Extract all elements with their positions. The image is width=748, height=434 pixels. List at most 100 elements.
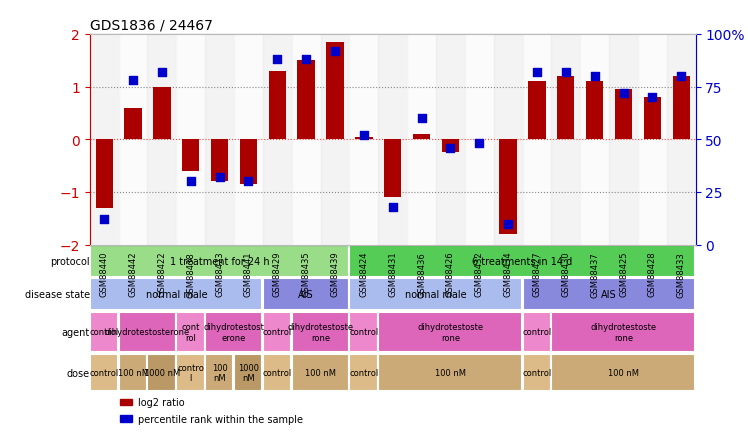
Text: 100
nM: 100 nM bbox=[212, 363, 227, 382]
Text: protocol: protocol bbox=[50, 256, 90, 266]
Bar bbox=[292, 35, 321, 245]
Text: control: control bbox=[349, 328, 378, 337]
Bar bbox=[153, 87, 171, 140]
Text: GDS1836 / 24467: GDS1836 / 24467 bbox=[90, 18, 212, 32]
FancyBboxPatch shape bbox=[263, 354, 291, 391]
Bar bbox=[90, 35, 119, 245]
Point bbox=[560, 69, 571, 76]
Text: control: control bbox=[90, 328, 119, 337]
Text: dose: dose bbox=[67, 368, 90, 378]
Point bbox=[502, 220, 514, 227]
Text: control: control bbox=[90, 368, 119, 377]
Bar bbox=[528, 82, 545, 140]
Bar bbox=[378, 35, 407, 245]
Text: percentile rank within the sample: percentile rank within the sample bbox=[138, 414, 303, 424]
Text: dihydrotestoste
rone: dihydrotestoste rone bbox=[417, 322, 483, 342]
Bar bbox=[234, 35, 263, 245]
Bar bbox=[147, 35, 177, 245]
Point bbox=[444, 145, 456, 152]
Bar bbox=[413, 135, 430, 140]
Bar bbox=[298, 61, 315, 140]
FancyBboxPatch shape bbox=[263, 279, 349, 310]
Point bbox=[98, 216, 110, 223]
FancyBboxPatch shape bbox=[349, 354, 378, 391]
Point bbox=[358, 132, 370, 139]
FancyBboxPatch shape bbox=[523, 279, 695, 310]
Text: 1000 nM: 1000 nM bbox=[144, 368, 180, 377]
Bar bbox=[96, 140, 113, 208]
Bar bbox=[263, 35, 292, 245]
FancyBboxPatch shape bbox=[90, 312, 118, 352]
Text: agent: agent bbox=[61, 327, 90, 337]
Bar bbox=[615, 90, 632, 140]
Bar bbox=[182, 140, 200, 171]
Bar bbox=[551, 35, 580, 245]
Text: contro
l: contro l bbox=[177, 363, 204, 382]
Bar bbox=[523, 35, 551, 245]
Text: 100 nM: 100 nM bbox=[608, 368, 639, 377]
Point bbox=[416, 115, 428, 122]
Bar bbox=[500, 140, 517, 234]
Text: normal male: normal male bbox=[405, 289, 467, 299]
FancyBboxPatch shape bbox=[349, 312, 378, 352]
FancyBboxPatch shape bbox=[523, 354, 551, 391]
Text: disease state: disease state bbox=[25, 289, 90, 299]
Bar bbox=[384, 140, 402, 198]
Text: 6 treatments in 14 d: 6 treatments in 14 d bbox=[473, 256, 573, 266]
Bar bbox=[269, 72, 286, 140]
Bar bbox=[586, 82, 604, 140]
Point bbox=[531, 69, 543, 76]
Text: cont
rol: cont rol bbox=[182, 322, 200, 342]
Point bbox=[127, 78, 139, 85]
Bar bbox=[442, 140, 459, 153]
Text: dihydrotestosterone: dihydrotestosterone bbox=[105, 328, 190, 337]
Text: control: control bbox=[263, 368, 292, 377]
FancyBboxPatch shape bbox=[119, 312, 176, 352]
Point bbox=[300, 56, 312, 63]
Bar bbox=[672, 77, 690, 140]
Point bbox=[387, 204, 399, 210]
FancyBboxPatch shape bbox=[349, 246, 695, 277]
Bar bbox=[407, 35, 436, 245]
FancyBboxPatch shape bbox=[234, 354, 263, 391]
Bar bbox=[644, 98, 661, 140]
FancyBboxPatch shape bbox=[205, 354, 233, 391]
Text: AIS: AIS bbox=[601, 289, 617, 299]
FancyBboxPatch shape bbox=[205, 312, 263, 352]
Bar bbox=[494, 35, 523, 245]
FancyBboxPatch shape bbox=[177, 354, 205, 391]
Text: 100 nM: 100 nM bbox=[435, 368, 466, 377]
FancyBboxPatch shape bbox=[523, 312, 551, 352]
FancyBboxPatch shape bbox=[119, 354, 147, 391]
Bar bbox=[177, 35, 205, 245]
FancyBboxPatch shape bbox=[90, 354, 118, 391]
Text: dihydrotestoste
rone: dihydrotestoste rone bbox=[590, 322, 657, 342]
Bar bbox=[124, 108, 141, 140]
Text: AIS: AIS bbox=[298, 289, 314, 299]
FancyBboxPatch shape bbox=[90, 279, 263, 310]
FancyBboxPatch shape bbox=[177, 312, 205, 352]
Bar bbox=[666, 35, 696, 245]
Bar bbox=[609, 35, 638, 245]
Bar bbox=[120, 399, 132, 405]
Text: control: control bbox=[349, 368, 378, 377]
Point bbox=[675, 73, 687, 80]
Point bbox=[589, 73, 601, 80]
Bar bbox=[321, 35, 349, 245]
FancyBboxPatch shape bbox=[551, 312, 695, 352]
Text: 100 nM: 100 nM bbox=[305, 368, 336, 377]
FancyBboxPatch shape bbox=[378, 312, 522, 352]
Bar bbox=[120, 415, 132, 422]
FancyBboxPatch shape bbox=[90, 246, 349, 277]
Bar bbox=[638, 35, 666, 245]
Bar bbox=[355, 137, 373, 140]
Bar bbox=[326, 43, 343, 140]
Point bbox=[214, 174, 226, 181]
FancyBboxPatch shape bbox=[263, 312, 291, 352]
Text: 1000
nM: 1000 nM bbox=[238, 363, 259, 382]
Point bbox=[185, 178, 197, 185]
Bar bbox=[205, 35, 234, 245]
Bar bbox=[119, 35, 147, 245]
Point bbox=[242, 178, 254, 185]
Text: log2 ratio: log2 ratio bbox=[138, 397, 185, 407]
